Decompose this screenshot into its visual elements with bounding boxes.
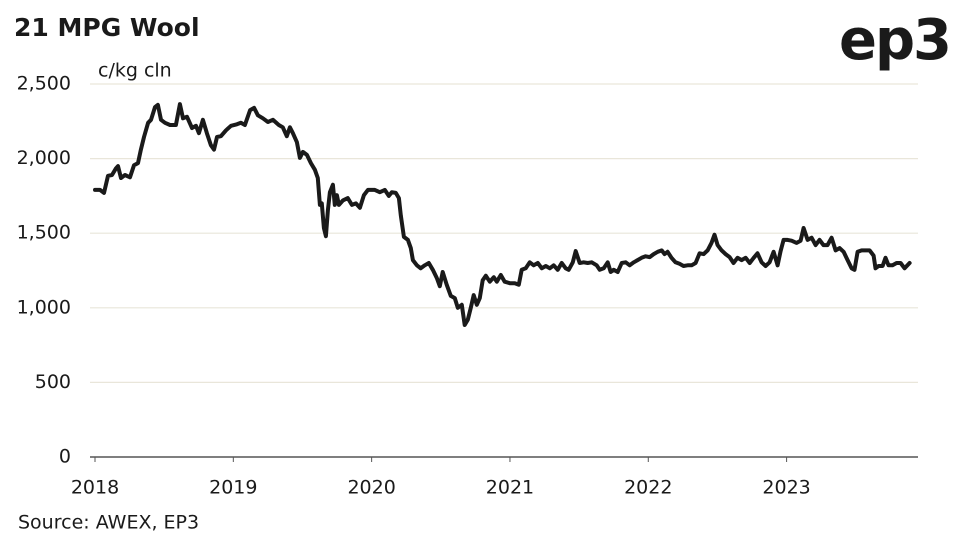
x-tick-label: 2022 <box>624 477 672 499</box>
y-tick-label: 1,000 <box>17 296 71 318</box>
logo: ep3 <box>839 8 950 73</box>
x-tick-label: 2023 <box>762 477 810 499</box>
x-tick-label: 2019 <box>209 477 257 499</box>
y-tick-label: 0 <box>59 446 71 468</box>
y-tick-label: 2,500 <box>17 73 71 95</box>
x-tick-label: 2020 <box>347 477 395 499</box>
x-tick-label: 2018 <box>71 477 119 499</box>
chart-title: 21 MPG Wool <box>14 13 200 42</box>
source: Source: AWEX, EP3 <box>18 512 199 534</box>
x-tick-label: 2021 <box>486 477 534 499</box>
y-tick-label: 500 <box>35 371 71 393</box>
y-tick-label: 2,000 <box>17 147 71 169</box>
y-tick-label: 1,500 <box>17 222 71 244</box>
y-axis-label: c/kg cln <box>98 60 172 82</box>
line <box>93 102 912 327</box>
